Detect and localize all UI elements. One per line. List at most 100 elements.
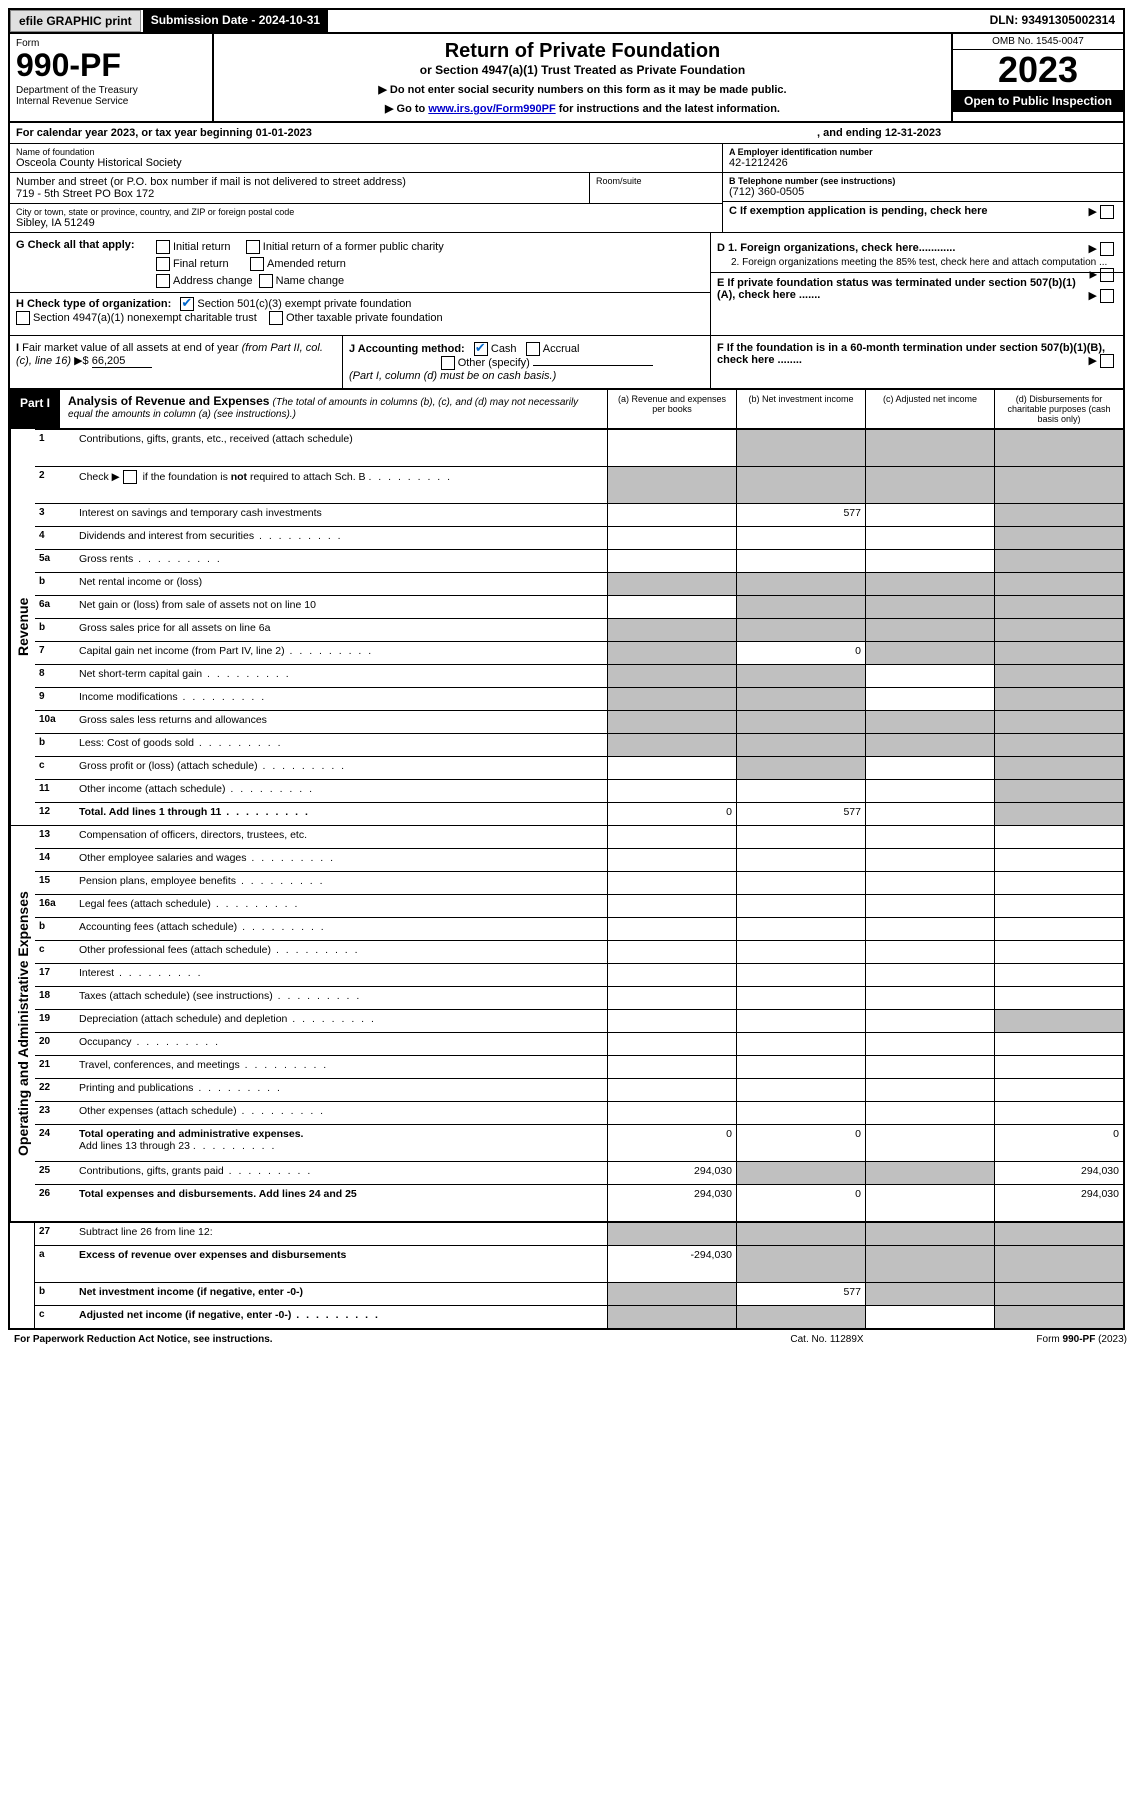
line-26-d: 294,030 xyxy=(994,1185,1123,1221)
form-number: 990-PF xyxy=(16,49,206,81)
j-other-checkbox[interactable] xyxy=(441,356,455,370)
f-60-checkbox[interactable] xyxy=(1100,354,1114,368)
irs-link[interactable]: www.irs.gov/Form990PF xyxy=(428,103,555,115)
j-cash-checkbox[interactable] xyxy=(474,342,488,356)
c-pending: C If exemption application is pending, c… xyxy=(729,205,988,217)
line-27c: Adjusted net income (if negative, enter … xyxy=(75,1306,607,1328)
j-note: (Part I, column (d) must be on cash basi… xyxy=(349,370,556,382)
g-amended-checkbox[interactable] xyxy=(250,257,264,271)
line-2: Check ▶ if the foundation is not require… xyxy=(75,467,607,503)
line-12-b: 577 xyxy=(736,803,865,825)
line-26: Total expenses and disbursements. Add li… xyxy=(75,1185,607,1221)
form-container: efile GRAPHIC print Submission Date - 20… xyxy=(8,8,1125,1330)
line-22: Printing and publications xyxy=(75,1079,607,1101)
line-10b: Less: Cost of goods sold xyxy=(75,734,607,756)
line-24-a: 0 xyxy=(607,1125,736,1161)
line-11: Other income (attach schedule) xyxy=(75,780,607,802)
top-bar: efile GRAPHIC print Submission Date - 20… xyxy=(10,10,1123,34)
phone-label: B Telephone number (see instructions) xyxy=(729,176,1117,186)
g-name-checkbox[interactable] xyxy=(259,274,273,288)
d2-checkbox[interactable] xyxy=(1100,268,1114,282)
line-13: Compensation of officers, directors, tru… xyxy=(75,826,607,848)
line-27a: Excess of revenue over expenses and disb… xyxy=(75,1246,607,1282)
line-7: Capital gain net income (from Part IV, l… xyxy=(75,642,607,664)
j-accrual-checkbox[interactable] xyxy=(526,342,540,356)
line-3-b: 577 xyxy=(736,504,865,526)
line-24-d: 0 xyxy=(994,1125,1123,1161)
efile-print-button[interactable]: efile GRAPHIC print xyxy=(10,10,141,32)
line-25-d: 294,030 xyxy=(994,1162,1123,1184)
col-a-header: (a) Revenue and expenses per books xyxy=(607,390,736,428)
opexp-side-label: Operating and Administrative Expenses xyxy=(10,826,35,1221)
line-27a-a: -294,030 xyxy=(607,1246,736,1282)
line-23: Other expenses (attach schedule) xyxy=(75,1102,607,1124)
d1-label: D 1. Foreign organizations, check here..… xyxy=(717,242,955,254)
g-address-checkbox[interactable] xyxy=(156,274,170,288)
d1-checkbox[interactable] xyxy=(1100,242,1114,256)
line-5b: Net rental income or (loss) xyxy=(75,573,607,595)
line-24-b: 0 xyxy=(736,1125,865,1161)
line-16c: Other professional fees (attach schedule… xyxy=(75,941,607,963)
line-25: Contributions, gifts, grants paid xyxy=(75,1162,607,1184)
ein-value: 42-1212426 xyxy=(729,157,1117,169)
col-d-header: (d) Disbursements for charitable purpose… xyxy=(994,390,1123,428)
submission-date: Submission Date - 2024-10-31 xyxy=(143,10,328,32)
line-15: Pension plans, employee benefits xyxy=(75,872,607,894)
city-label: City or town, state or province, country… xyxy=(16,207,716,217)
dln: DLN: 93491305002314 xyxy=(982,10,1123,32)
phone-value: (712) 360-0505 xyxy=(729,186,1117,198)
line-16b: Accounting fees (attach schedule) xyxy=(75,918,607,940)
open-inspection: Open to Public Inspection xyxy=(953,90,1123,112)
line-26-a: 294,030 xyxy=(607,1185,736,1221)
line-20: Occupancy xyxy=(75,1033,607,1055)
footer-left: For Paperwork Reduction Act Notice, see … xyxy=(14,1334,727,1345)
h-501c3-checkbox[interactable] xyxy=(180,297,194,311)
line-6b: Gross sales price for all assets on line… xyxy=(75,619,607,641)
g-initial-checkbox[interactable] xyxy=(156,240,170,254)
form-subtitle: or Section 4947(a)(1) Trust Treated as P… xyxy=(220,63,945,77)
h-other-checkbox[interactable] xyxy=(269,311,283,325)
line-19: Depreciation (attach schedule) and deple… xyxy=(75,1010,607,1032)
city-state-zip: Sibley, IA 51249 xyxy=(16,217,716,229)
line-26-b: 0 xyxy=(736,1185,865,1221)
omb-number: OMB No. 1545-0047 xyxy=(953,34,1123,50)
line-12-a: 0 xyxy=(607,803,736,825)
line-18: Taxes (attach schedule) (see instruction… xyxy=(75,987,607,1009)
col-b-header: (b) Net investment income xyxy=(736,390,865,428)
line-9: Income modifications xyxy=(75,688,607,710)
calendar-year-row: For calendar year 2023, or tax year begi… xyxy=(10,123,1123,144)
form-note-1: ▶ Do not enter social security numbers o… xyxy=(220,83,945,96)
revenue-side-label: Revenue xyxy=(10,429,35,825)
room-suite-label: Room/suite xyxy=(590,173,722,203)
footer-mid: Cat. No. 11289X xyxy=(727,1334,927,1345)
d2-label: 2. Foreign organizations meeting the 85%… xyxy=(731,257,1107,268)
line-21: Travel, conferences, and meetings xyxy=(75,1056,607,1078)
line-16a: Legal fees (attach schedule) xyxy=(75,895,607,917)
e-term-checkbox[interactable] xyxy=(1100,289,1114,303)
g-initial-former-checkbox[interactable] xyxy=(246,240,260,254)
line-14: Other employee salaries and wages xyxy=(75,849,607,871)
line-10c: Gross profit or (loss) (attach schedule) xyxy=(75,757,607,779)
line-6a: Net gain or (loss) from sale of assets n… xyxy=(75,596,607,618)
h-label: H Check type of organization: xyxy=(16,298,171,310)
line-8: Net short-term capital gain xyxy=(75,665,607,687)
foundation-name: Osceola County Historical Society xyxy=(16,157,716,169)
line-7-b: 0 xyxy=(736,642,865,664)
i-fmv-label: I Fair market value of all assets at end… xyxy=(16,342,323,367)
g-final-checkbox[interactable] xyxy=(156,257,170,271)
line-27: Subtract line 26 from line 12: xyxy=(75,1223,607,1245)
line-12: Total. Add lines 1 through 11 xyxy=(75,803,607,825)
c-pending-checkbox[interactable] xyxy=(1100,205,1114,219)
line-2-checkbox[interactable] xyxy=(123,470,137,484)
i-fmv-value: 66,205 xyxy=(92,355,152,368)
tax-year: 2023 xyxy=(953,50,1123,90)
form-note-2: ▶ Go to www.irs.gov/Form990PF for instru… xyxy=(220,102,945,115)
part1-title: Analysis of Revenue and Expenses xyxy=(68,394,269,408)
street-address: 719 - 5th Street PO Box 172 xyxy=(16,188,583,200)
line-24: Total operating and administrative expen… xyxy=(75,1125,607,1161)
j-label: J Accounting method: xyxy=(349,343,465,355)
e-term-label: E If private foundation status was termi… xyxy=(717,277,1076,301)
h-4947-checkbox[interactable] xyxy=(16,311,30,325)
addr-label: Number and street (or P.O. box number if… xyxy=(16,176,583,188)
line-5a: Gross rents xyxy=(75,550,607,572)
